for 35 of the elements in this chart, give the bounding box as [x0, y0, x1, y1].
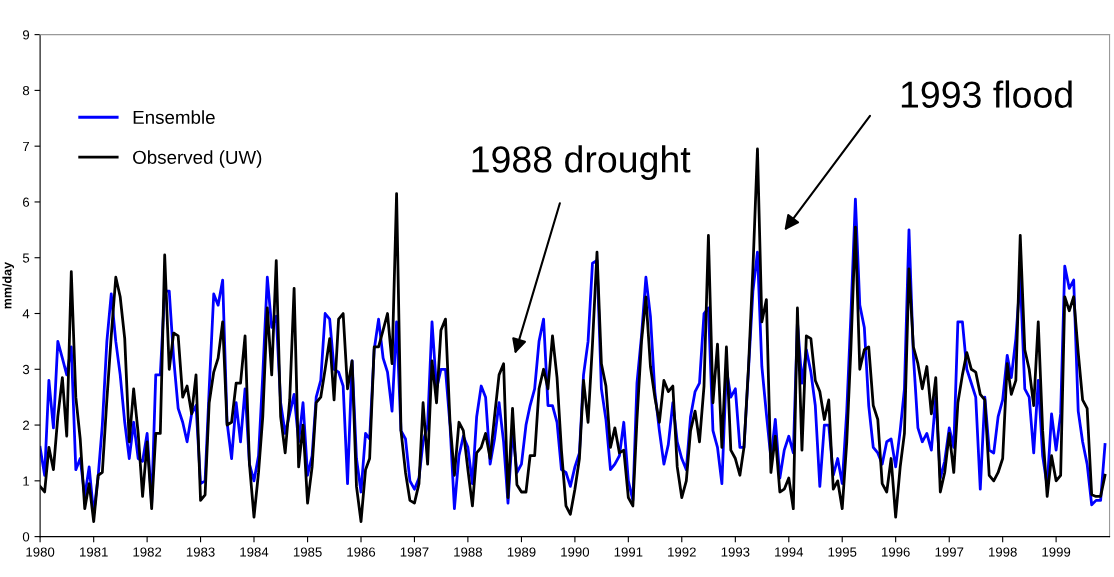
- y-tick-label: 2: [23, 420, 30, 430]
- x-tick-label: 1982: [133, 547, 162, 557]
- x-tick-label: 1991: [614, 547, 643, 557]
- y-axis-title: mm/day: [2, 262, 15, 309]
- y-tick-label: 0: [22, 532, 30, 542]
- y-tick-label: 4: [22, 309, 30, 319]
- legend-label: Ensemble: [133, 110, 215, 124]
- x-tick-label: 1983: [186, 547, 215, 557]
- x-tick-label: 1987: [400, 547, 429, 557]
- x-tick-label: 1988: [454, 547, 482, 557]
- x-tick-label: 1989: [507, 547, 536, 557]
- annotation: 1993 flood: [901, 80, 1072, 108]
- x-tick-label: 1999: [1042, 547, 1071, 557]
- x-tick-label: 1981: [80, 547, 108, 557]
- x-tick-label: 1980: [26, 547, 55, 557]
- y-tick-label: 3: [22, 364, 30, 375]
- legend-label: Observed (UW): [133, 150, 262, 168]
- x-tick-label: 1984: [240, 547, 269, 557]
- x-tick-label: 1995: [828, 547, 857, 557]
- x-tick-label: 1998: [989, 547, 1017, 557]
- x-tick-label: 1986: [347, 547, 376, 557]
- annotation: 1988 drought: [472, 145, 691, 181]
- y-tick-label: 6: [23, 197, 30, 207]
- x-tick-label: 1997: [935, 547, 964, 557]
- y-tick-label: 5: [22, 253, 30, 263]
- x-tick-label: 1996: [881, 547, 910, 557]
- y-tick-label: 8: [22, 85, 30, 96]
- y-tick-label: 7: [23, 141, 30, 151]
- x-tick-label: 1993: [721, 547, 750, 557]
- y-tick-label: 1: [23, 476, 30, 486]
- x-tick-label: 1994: [775, 547, 804, 557]
- x-tick-label: 1992: [668, 547, 696, 557]
- x-tick-label: 1985: [293, 547, 322, 557]
- x-tick-label: 1990: [561, 547, 590, 557]
- y-tick-label: 9: [22, 30, 30, 40]
